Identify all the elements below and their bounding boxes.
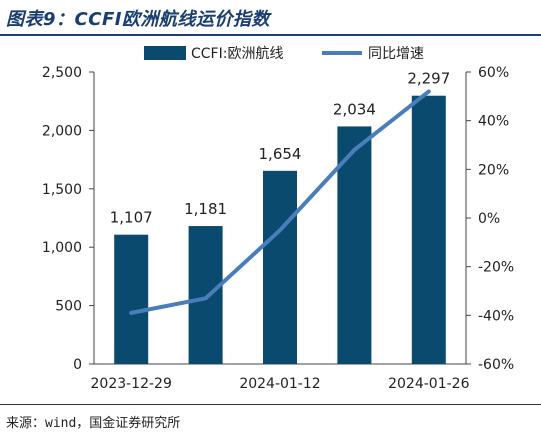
bar-data-label: 1,107 bbox=[110, 209, 153, 227]
chart-title: 图表9：CCFI欧洲航线运价指数 bbox=[6, 9, 270, 30]
x-tick-label: 2023-12-29 bbox=[91, 376, 172, 392]
chart: CCFI:欧洲航线 同比增速 0 500 1,000 1,500 2,000 2,500 -6… bbox=[42, 46, 514, 392]
legend-bar-swatch bbox=[144, 46, 186, 60]
y-right-tick-label: 40% bbox=[478, 114, 509, 130]
y-right-tick-label: -60% bbox=[478, 357, 514, 373]
y-left-tick-label: 2,500 bbox=[42, 65, 82, 81]
growth-line-point bbox=[130, 312, 132, 314]
growth-line-point bbox=[428, 90, 430, 92]
y-right-tick-label: -20% bbox=[478, 260, 514, 276]
y-left-tick-label: 500 bbox=[55, 299, 82, 315]
bar bbox=[188, 226, 223, 364]
bar-data-label: 1,181 bbox=[184, 200, 227, 218]
source-note: 来源：wind，国金证券研究所 bbox=[6, 416, 181, 431]
x-tick-label: 2024-01-12 bbox=[239, 376, 320, 392]
bar-data-label: 2,297 bbox=[407, 70, 450, 88]
bar bbox=[337, 126, 372, 364]
y-right-tick-label: 20% bbox=[478, 162, 509, 178]
x-tick-label: 2024-01-26 bbox=[388, 376, 469, 392]
y-right-tick-label: 0% bbox=[478, 211, 500, 227]
bar bbox=[411, 95, 446, 365]
growth-line-point bbox=[205, 297, 207, 299]
legend-bar-label: CCFI:欧洲航线 bbox=[191, 46, 283, 62]
y-right-tick-label: 60% bbox=[478, 65, 509, 81]
y-left-tick-label: 1,500 bbox=[42, 182, 82, 198]
y-left-tick-label: 1,000 bbox=[42, 240, 82, 256]
growth-line-point bbox=[353, 149, 355, 151]
bars bbox=[114, 95, 446, 365]
bar bbox=[263, 170, 297, 364]
growth-line bbox=[129, 89, 431, 315]
legend: CCFI:欧洲航线 同比增速 bbox=[144, 46, 424, 62]
axes: 0 500 1,000 1,500 2,000 2,500 -60% -40% -20% 0% 20… bbox=[42, 65, 514, 392]
footer-divider bbox=[0, 404, 541, 405]
bar-data-label: 1,654 bbox=[259, 145, 302, 163]
bar bbox=[114, 234, 149, 364]
data-labels: 1,107 1,181 1,654 2,034 2,297 bbox=[110, 70, 451, 227]
y-left-tick-label: 0 bbox=[73, 357, 82, 373]
title-underline bbox=[0, 34, 541, 36]
growth-line-point bbox=[279, 229, 281, 231]
title-bar: 图表9：CCFI欧洲航线运价指数 bbox=[0, 0, 541, 36]
y-left-tick-label: 2,000 bbox=[42, 123, 82, 139]
bar-data-label: 2,034 bbox=[333, 100, 376, 118]
y-right-tick-label: -40% bbox=[478, 308, 514, 324]
legend-line-label: 同比增速 bbox=[368, 46, 424, 62]
